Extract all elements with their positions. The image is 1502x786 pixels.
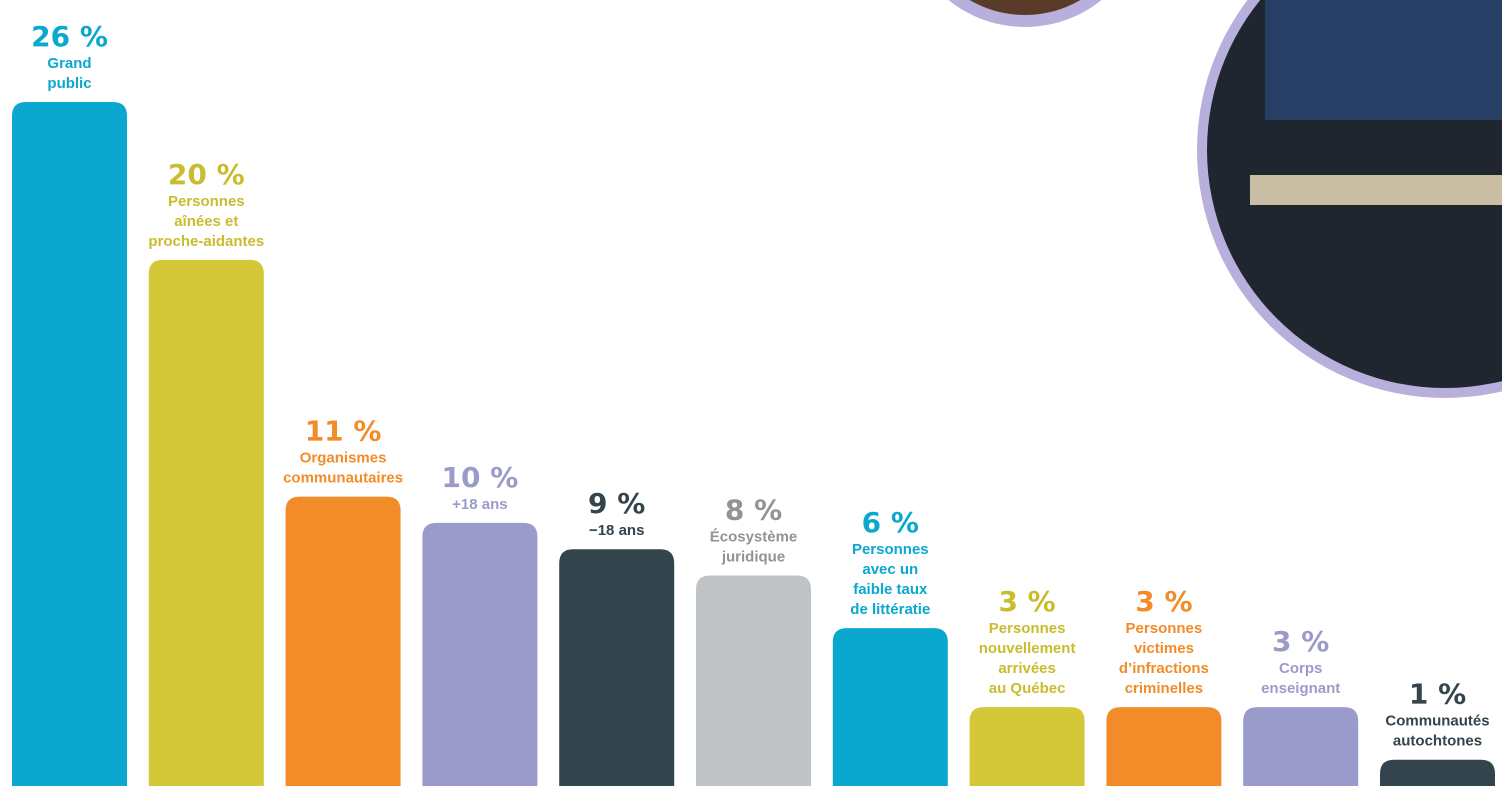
category-label-9-line-3: d’infractions (1119, 660, 1209, 677)
category-label-9-line-4: criminelles (1125, 680, 1203, 697)
bar-8 (969, 707, 1085, 786)
category-label-1-line-1: Grand (47, 55, 91, 72)
category-label-11-line-2: autochtones (1393, 733, 1482, 750)
bar-6 (696, 575, 811, 786)
category-label-7-line-1: Personnes (852, 541, 929, 558)
category-label-7-line-4: de littératie (850, 601, 930, 618)
category-label-10-line-1: Corps (1279, 660, 1322, 677)
bar-10 (1243, 707, 1359, 786)
bar-1 (12, 102, 127, 786)
category-label-3-line-1: Organismes (300, 450, 387, 467)
value-label-4: 10 % (442, 461, 519, 494)
category-label-9-line-1: Personnes (1126, 620, 1203, 637)
value-label-11: 1 % (1409, 678, 1466, 711)
bar-2 (148, 259, 264, 786)
category-label-8-line-1: Personnes (989, 620, 1066, 637)
bar-4 (422, 522, 538, 786)
value-label-2: 20 % (168, 158, 245, 191)
value-label-1: 26 % (31, 20, 108, 53)
category-label-6-line-1: Écosystème (710, 529, 798, 546)
category-label-8-line-4: au Québec (989, 680, 1066, 697)
photo-decoration-top (948, 0, 1102, 27)
category-label-8-line-3: arrivées (998, 660, 1056, 677)
category-label-2-line-3: proche-aidantes (148, 233, 264, 250)
category-label-1-line-2: public (47, 75, 91, 92)
bar-11 (1380, 759, 1495, 786)
bars-group (12, 102, 1495, 786)
category-label-7-line-2: avec un (862, 561, 918, 578)
bar-9 (1106, 707, 1222, 786)
category-label-7-line-3: faible taux (853, 581, 928, 598)
value-label-3: 11 % (305, 415, 382, 448)
category-label-8-line-2: nouvellement (979, 640, 1076, 657)
value-label-7: 6 % (862, 506, 919, 539)
value-label-6: 8 % (725, 494, 782, 527)
bar-5 (559, 549, 675, 786)
category-label-6-line-2: juridique (721, 549, 785, 566)
category-label-2-line-1: Personnes (168, 193, 245, 210)
labels-group: Grand public 26 % Personnes aînées et proche-… (31, 20, 1489, 750)
bar-3 (285, 496, 401, 786)
category-label-4-line-1: +18 ans (452, 496, 507, 513)
category-label-9-line-2: victimes (1134, 640, 1194, 657)
value-label-5: 9 % (588, 487, 645, 520)
category-label-3-line-2: communautaires (283, 470, 403, 487)
value-label-9: 3 % (1135, 585, 1192, 618)
category-label-2-line-2: aînées et (174, 213, 238, 230)
photo-decoration-right (1197, 0, 1502, 398)
category-label-5-line-1: −18 ans (589, 522, 644, 539)
bar-7 (832, 628, 948, 786)
category-label-10-line-2: enseignant (1261, 680, 1340, 697)
category-label-11-line-1: Communautés (1385, 713, 1489, 730)
value-label-10: 3 % (1272, 625, 1329, 658)
value-label-8: 3 % (998, 585, 1055, 618)
